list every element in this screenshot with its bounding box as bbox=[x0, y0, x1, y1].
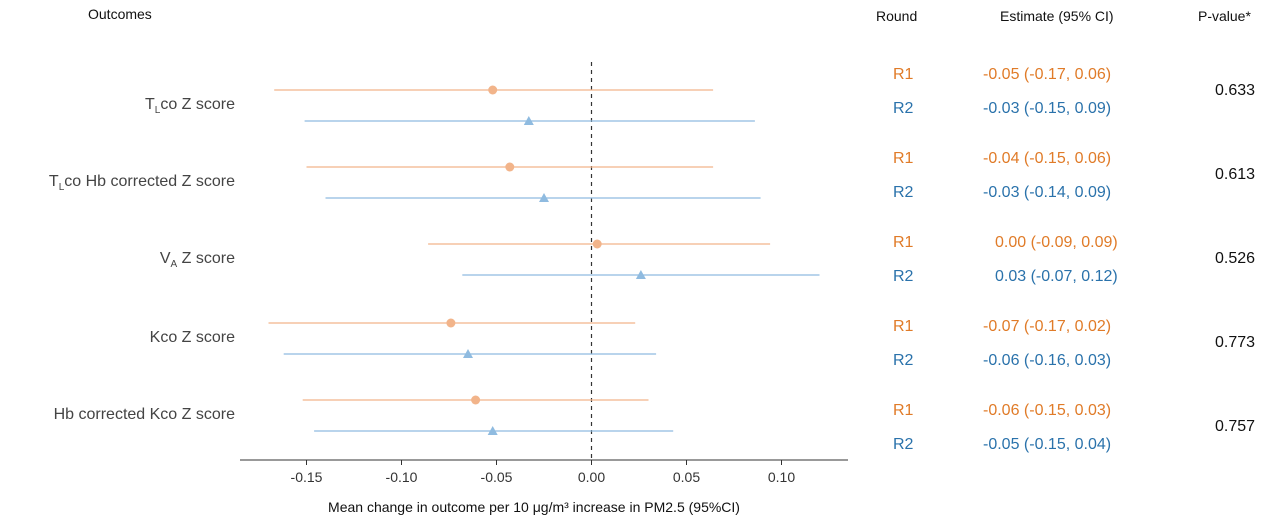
outcome-label-kco: Kco Z score bbox=[149, 329, 235, 346]
outcome-label-tlco: TLco Z score bbox=[144, 96, 235, 117]
estimate-text: -0.06 (-0.16, 0.03) bbox=[983, 352, 1112, 369]
pvalue: 0.613 bbox=[1215, 166, 1256, 183]
point-estimate-r1 bbox=[505, 162, 515, 172]
pvalue: 0.633 bbox=[1215, 82, 1256, 99]
point-estimate-r1 bbox=[592, 239, 602, 249]
round-label: R1 bbox=[893, 150, 914, 167]
pvalue: 0.757 bbox=[1215, 418, 1256, 435]
x-axis-label: Mean change in outcome per 10 μg/m³ incr… bbox=[328, 499, 740, 515]
point-estimate-r2 bbox=[635, 270, 646, 279]
round-label: R2 bbox=[893, 352, 914, 369]
x-tick-label: -0.05 bbox=[481, 469, 513, 485]
header-estimate: Estimate (95% CI) bbox=[1000, 8, 1114, 24]
point-estimate-r2 bbox=[523, 116, 534, 125]
x-tick-label: 0.00 bbox=[578, 469, 605, 485]
outcome-label-kco-hb: Hb corrected Kco Z score bbox=[53, 406, 235, 423]
header-outcomes: Outcomes bbox=[88, 6, 152, 22]
estimate-text: -0.03 (-0.15, 0.09) bbox=[983, 100, 1112, 117]
x-tick-label: 0.05 bbox=[673, 469, 700, 485]
x-axis-ticks: -0.15 -0.10 -0.05 0.00 0.05 0.10 bbox=[291, 460, 795, 485]
round-label: R1 bbox=[893, 318, 914, 335]
estimate-text: -0.07 (-0.17, 0.02) bbox=[983, 318, 1112, 335]
estimate-text: -0.03 (-0.14, 0.09) bbox=[983, 184, 1112, 201]
x-tick-label: -0.10 bbox=[386, 469, 418, 485]
round-label: R2 bbox=[893, 436, 914, 453]
round-label: R1 bbox=[893, 234, 914, 251]
round-label: R1 bbox=[893, 402, 914, 419]
pvalue: 0.773 bbox=[1215, 334, 1256, 351]
estimate-text: -0.06 (-0.15, 0.03) bbox=[983, 402, 1112, 419]
x-tick-label: -0.15 bbox=[291, 469, 323, 485]
estimate-text: -0.05 (-0.17, 0.06) bbox=[983, 66, 1112, 83]
round-label: R1 bbox=[893, 66, 914, 83]
pvalue: 0.526 bbox=[1215, 250, 1256, 267]
plot-marks bbox=[268, 85, 820, 435]
header-round: Round bbox=[876, 8, 918, 24]
point-estimate-r1 bbox=[446, 318, 456, 328]
estimate-text: 0.00 (-0.09, 0.09) bbox=[995, 234, 1118, 251]
point-estimate-r1 bbox=[488, 85, 498, 95]
point-estimate-r1 bbox=[471, 395, 481, 405]
point-estimate-r2 bbox=[487, 426, 498, 435]
x-tick-label: 0.10 bbox=[768, 469, 795, 485]
round-label: R2 bbox=[893, 100, 914, 117]
point-estimate-r2 bbox=[539, 193, 549, 202]
round-label: R2 bbox=[893, 268, 914, 285]
outcome-label-va: VA Z score bbox=[159, 250, 235, 271]
outcome-label-tlco-hb: TLco Hb corrected Z score bbox=[48, 173, 235, 194]
estimate-text: -0.05 (-0.15, 0.04) bbox=[983, 436, 1112, 453]
forest-plot: -0.15 -0.10 -0.05 0.00 0.05 0.10 Mean change … bbox=[240, 62, 848, 515]
header-pvalue: P-value* bbox=[1198, 8, 1251, 24]
round-label: R2 bbox=[893, 184, 914, 201]
estimate-text: 0.03 (-0.07, 0.12) bbox=[995, 268, 1118, 285]
point-estimate-r2 bbox=[463, 349, 473, 358]
estimate-text: -0.04 (-0.15, 0.06) bbox=[983, 150, 1112, 167]
